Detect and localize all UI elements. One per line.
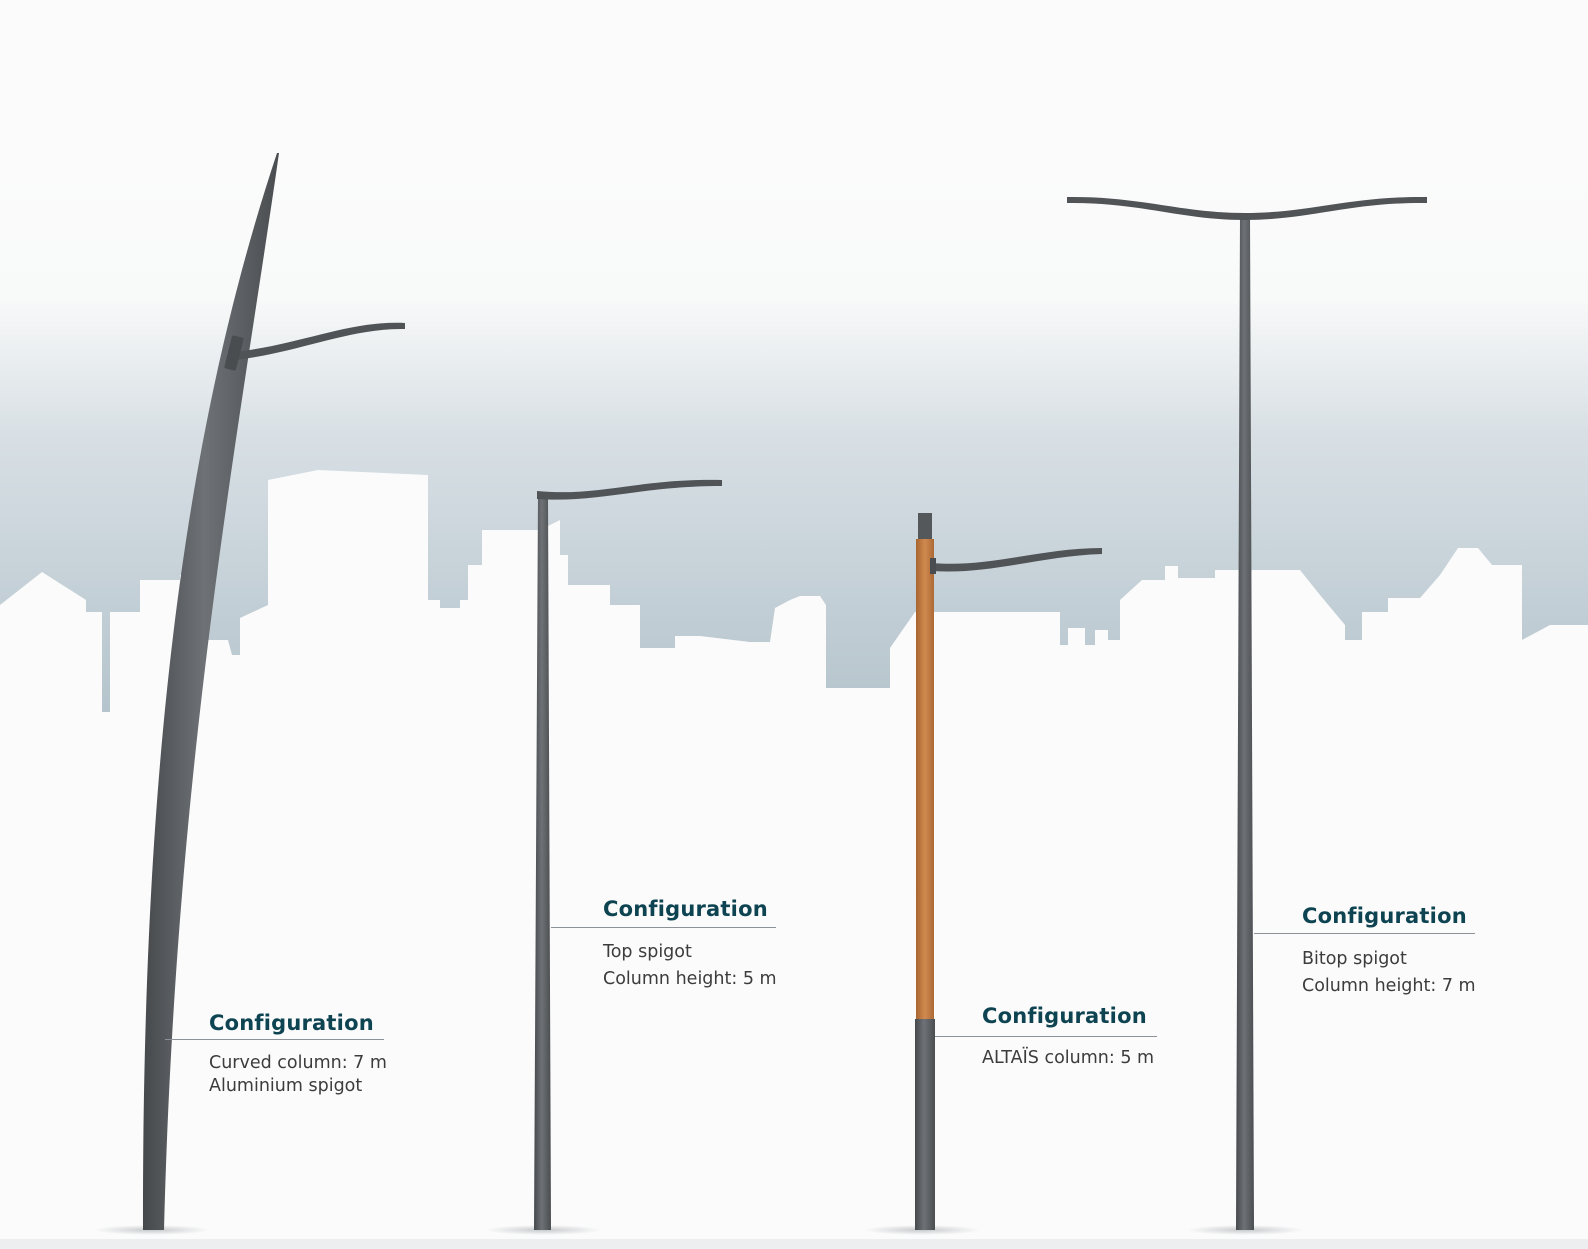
config-curved-details: Curved column: 7 m Aluminium spigot bbox=[209, 1051, 387, 1096]
altais-wood-sleeve bbox=[916, 539, 934, 1021]
config-top-details: Top spigot Column height: 5 m bbox=[603, 939, 777, 993]
top-spigot-shaft bbox=[534, 495, 551, 1230]
altais-arm-bracket bbox=[930, 558, 936, 574]
altais-arm bbox=[932, 548, 1102, 572]
curved-column-bracket bbox=[224, 335, 244, 371]
altais-top-cap bbox=[918, 513, 932, 541]
bitop-double-arm bbox=[1067, 196, 1427, 220]
config-bitop-details: Bitop spigot Column height: 7 m bbox=[1302, 946, 1476, 1000]
city-skyline-silhouette bbox=[0, 470, 1588, 1249]
config-curved-line-1: Curved column: 7 m bbox=[209, 1053, 387, 1073]
config-top: Configuration Top spigot Column height: … bbox=[603, 897, 777, 993]
config-bitop-title: Configuration bbox=[1302, 904, 1467, 928]
config-altais-details: ALTAÏS column: 5 m bbox=[982, 1046, 1154, 1071]
config-top-title: Configuration bbox=[603, 897, 768, 921]
curved-column-pole bbox=[142, 153, 405, 1230]
config-altais: Configuration ALTAÏS column: 5 m bbox=[982, 1004, 1154, 1071]
config-altais-line-1: ALTAÏS column: 5 m bbox=[982, 1048, 1155, 1068]
bitop-shaft bbox=[1236, 217, 1254, 1230]
config-top-line-1: Top spigot bbox=[603, 942, 692, 962]
config-curved: Configuration Curved column: 7 m Alumini… bbox=[209, 1011, 387, 1096]
curved-column-shaft bbox=[142, 153, 279, 1230]
config-bitop-line-2: Column height: 7 m bbox=[1302, 976, 1476, 996]
config-top-line-2: Column height: 5 m bbox=[603, 969, 777, 989]
config-curved-title: Configuration bbox=[209, 1011, 374, 1035]
config-bitop-line-1: Bitop spigot bbox=[1302, 949, 1407, 969]
top-spigot-arm bbox=[537, 479, 722, 500]
bitop-spigot-pole bbox=[1067, 196, 1427, 1230]
altais-column-pole bbox=[915, 513, 1102, 1230]
config-curved-line-2: Aluminium spigot bbox=[209, 1076, 363, 1096]
config-altais-title: Configuration bbox=[982, 1004, 1147, 1028]
altais-lower-shaft bbox=[915, 1019, 935, 1230]
top-spigot-pole bbox=[534, 479, 722, 1230]
config-bitop: Configuration Bitop spigot Column height… bbox=[1302, 904, 1476, 1000]
curved-column-arm bbox=[234, 322, 405, 360]
